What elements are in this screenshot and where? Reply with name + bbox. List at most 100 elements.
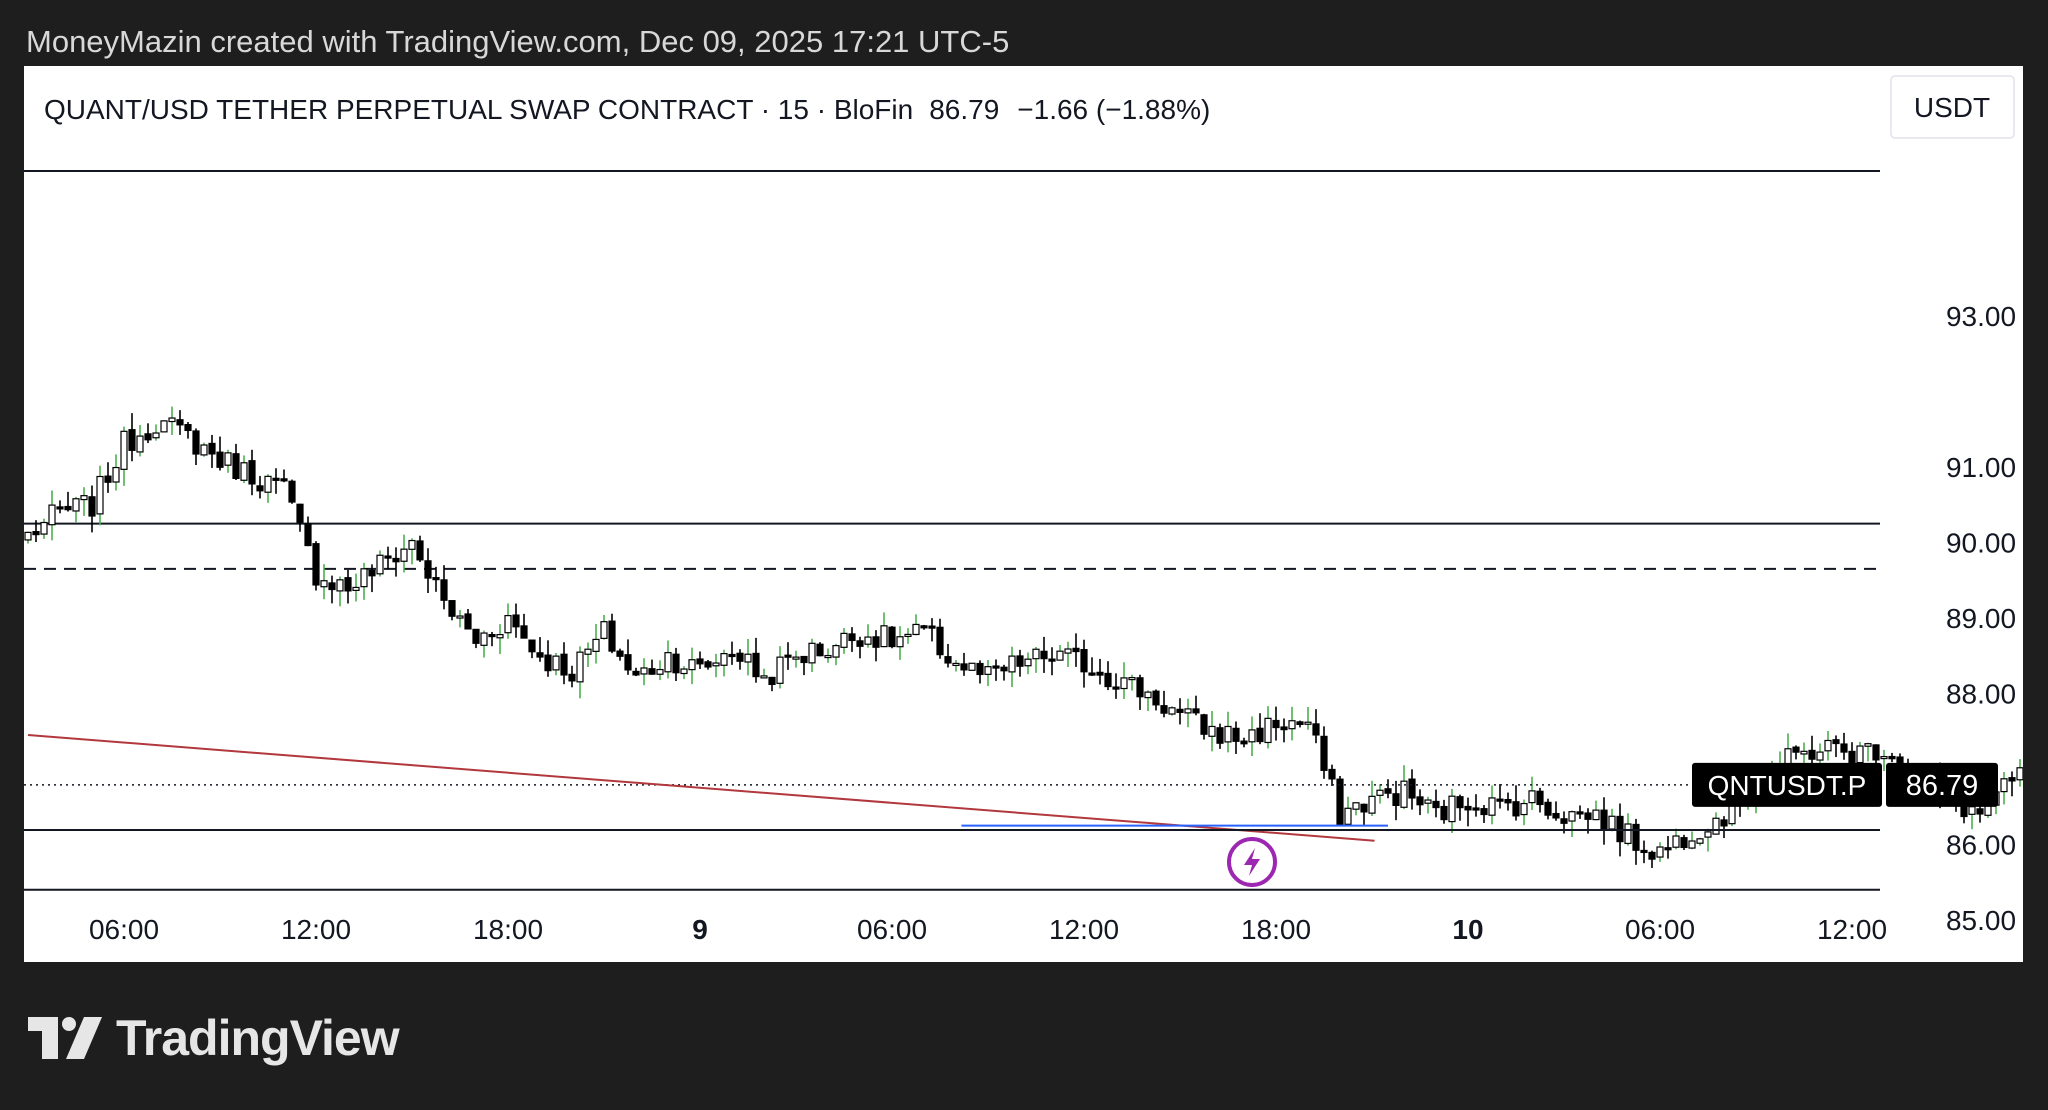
candle-body[interactable] — [784, 654, 792, 658]
candle-body[interactable] — [584, 648, 592, 655]
candle-body[interactable] — [1864, 743, 1872, 747]
candle-body[interactable] — [1040, 650, 1048, 660]
candle-body[interactable] — [1688, 840, 1696, 849]
candle-body[interactable] — [552, 655, 560, 671]
candle-body[interactable] — [1648, 851, 1656, 860]
candle-body[interactable] — [376, 554, 384, 575]
candle-body[interactable] — [1672, 835, 1680, 848]
candle-body[interactable] — [976, 662, 984, 676]
candle-body[interactable] — [904, 633, 912, 638]
candle-body[interactable] — [1288, 720, 1296, 730]
candle-body[interactable] — [80, 495, 88, 501]
candle-body[interactable] — [1192, 708, 1200, 714]
candle-body[interactable] — [1304, 721, 1312, 725]
candle-body[interactable] — [400, 548, 408, 562]
candle-body[interactable] — [1480, 808, 1488, 816]
candle-body[interactable] — [416, 540, 424, 561]
candle-body[interactable] — [600, 621, 608, 639]
candle-body[interactable] — [1408, 778, 1416, 799]
candle-body[interactable] — [184, 424, 192, 432]
candle-body[interactable] — [1584, 812, 1592, 820]
candle-body[interactable] — [696, 658, 704, 665]
candle-body[interactable] — [1272, 719, 1280, 729]
candle-body[interactable] — [496, 633, 504, 639]
candle-body[interactable] — [72, 498, 80, 512]
candle-body[interactable] — [360, 568, 368, 588]
candle-body[interactable] — [968, 662, 976, 671]
candle-body[interactable] — [224, 452, 232, 466]
price-chart[interactable]: 93.00 91.00 90.00 89.00 88.00 86.00 85.00 QNTUS… — [24, 66, 2023, 962]
candle-body[interactable] — [1424, 799, 1432, 804]
candle-body[interactable] — [136, 435, 144, 453]
candle-body[interactable] — [1840, 743, 1848, 753]
candle-body[interactable] — [384, 555, 392, 559]
candle-body[interactable] — [1168, 707, 1176, 715]
candle-body[interactable] — [1232, 727, 1240, 742]
candle-body[interactable] — [1576, 811, 1584, 815]
candle-body[interactable] — [1624, 823, 1632, 845]
candle-body[interactable] — [424, 560, 432, 579]
candle-body[interactable] — [1440, 805, 1448, 821]
candle-body[interactable] — [1816, 751, 1824, 761]
candle-body[interactable] — [760, 675, 768, 679]
candle-body[interactable] — [128, 429, 136, 451]
candle-body[interactable] — [1680, 837, 1688, 849]
candle-body[interactable] — [1176, 708, 1184, 713]
candle-body[interactable] — [1560, 818, 1568, 824]
candle-body[interactable] — [592, 638, 600, 652]
candle-body[interactable] — [504, 614, 512, 634]
candle-body[interactable] — [1224, 725, 1232, 743]
candle-body[interactable] — [368, 569, 376, 577]
candle-body[interactable] — [1696, 838, 1704, 844]
candle-body[interactable] — [1384, 788, 1392, 794]
candle-body[interactable] — [1832, 739, 1840, 745]
candle-body[interactable] — [1088, 672, 1096, 676]
candle-body[interactable] — [880, 625, 888, 648]
candle-body[interactable] — [864, 636, 872, 645]
candle-body[interactable] — [1360, 803, 1368, 813]
candle-body[interactable] — [328, 582, 336, 591]
candle-body[interactable] — [480, 632, 488, 646]
candle-body[interactable] — [104, 475, 112, 483]
candle-body[interactable] — [1968, 806, 1976, 815]
candle-body[interactable] — [824, 654, 832, 659]
candle-body[interactable] — [352, 586, 360, 592]
candle-body[interactable] — [712, 662, 720, 667]
candle-body[interactable] — [672, 653, 680, 674]
candle-body[interactable] — [984, 666, 992, 675]
candle-body[interactable] — [1264, 717, 1272, 744]
alert-marker[interactable] — [1227, 837, 1277, 887]
candle-body[interactable] — [1720, 819, 1728, 827]
candle-body[interactable] — [1856, 745, 1864, 764]
candle-body[interactable] — [88, 496, 96, 517]
candle-body[interactable] — [768, 676, 776, 685]
candle-body[interactable] — [1000, 666, 1008, 672]
candle-body[interactable] — [1184, 708, 1192, 714]
candle-body[interactable] — [1600, 809, 1608, 831]
candle-body[interactable] — [520, 625, 528, 639]
candle-body[interactable] — [1640, 849, 1648, 854]
candle-body[interactable] — [152, 432, 160, 439]
candle-body[interactable] — [1216, 727, 1224, 744]
candle-body[interactable] — [336, 579, 344, 592]
candle-body[interactable] — [168, 417, 176, 423]
candle-body[interactable] — [1520, 802, 1528, 816]
candle-body[interactable] — [488, 633, 496, 638]
candle-body[interactable] — [1344, 807, 1352, 825]
candle-body[interactable] — [608, 620, 616, 652]
candle-body[interactable] — [792, 656, 800, 660]
candle-body[interactable] — [24, 531, 32, 541]
candle-body[interactable] — [1880, 755, 1888, 760]
candle-body[interactable] — [704, 661, 712, 668]
candle-body[interactable] — [1824, 739, 1832, 752]
candle-body[interactable] — [1056, 650, 1064, 661]
trendline[interactable] — [27, 734, 1375, 842]
candle-body[interactable] — [2016, 767, 2023, 781]
candle-body[interactable] — [1872, 744, 1880, 761]
candle-body[interactable] — [1456, 796, 1464, 809]
currency-button-label[interactable]: USDT — [1914, 92, 1990, 123]
candle-body[interactable] — [144, 433, 152, 441]
candle-body[interactable] — [1096, 671, 1104, 676]
candle-body[interactable] — [1976, 808, 1984, 815]
candle-body[interactable] — [280, 478, 288, 482]
